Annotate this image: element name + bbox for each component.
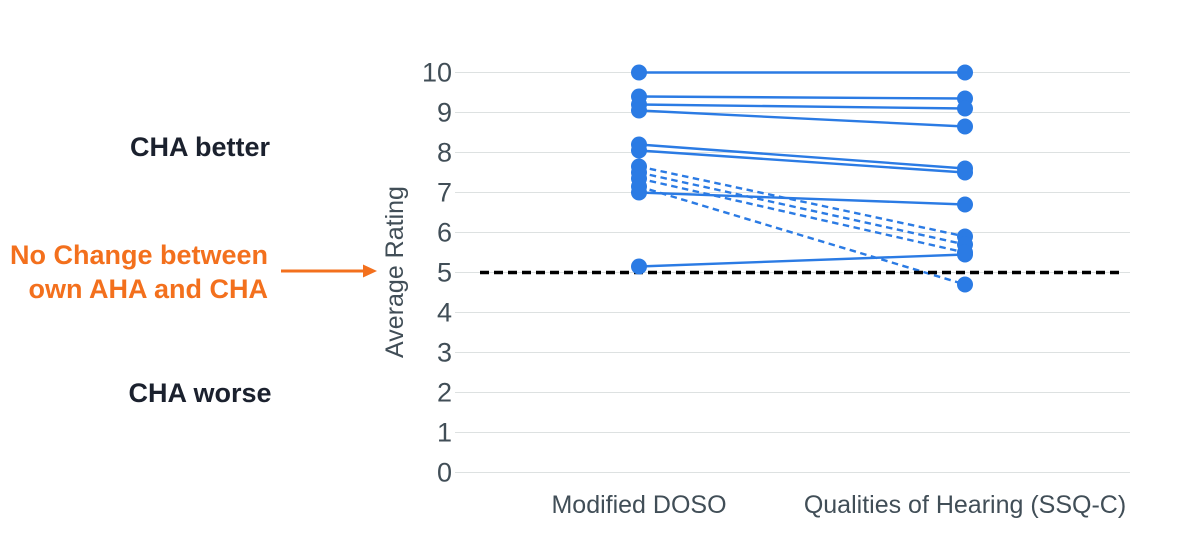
y-tick-label: 1: [437, 418, 452, 448]
data-point: [631, 64, 647, 81]
right-arrow-icon: [281, 264, 377, 278]
y-tick-label: 7: [437, 178, 452, 208]
series-line: [638, 185, 966, 286]
y-tick-label: 8: [437, 138, 452, 168]
annotation-no-change: No Change between own AHA and CHA: [0, 238, 268, 306]
x-axis-category-labels: Modified DOSO Qualities of Hearing (SSQ-C…: [551, 491, 1126, 519]
series-line: [638, 253, 966, 268]
series-line: [638, 165, 966, 238]
series-line: [638, 143, 966, 170]
data-point: [631, 102, 647, 119]
series-line: [638, 109, 966, 128]
y-tick-label: 2: [437, 378, 452, 408]
y-tick-label: 10: [422, 58, 452, 88]
y-tick-label: 5: [437, 258, 452, 288]
y-tick-label: 3: [437, 338, 452, 368]
y-axis-title: Average Rating: [381, 186, 409, 358]
y-tick-label: 9: [437, 98, 452, 128]
series-line: [638, 191, 966, 206]
data-point: [631, 258, 647, 275]
data-point: [957, 276, 973, 293]
data-point: [957, 196, 973, 213]
series-line: [638, 171, 966, 246]
annotation-cha-worse: CHA worse: [128, 378, 272, 408]
annotation-cha-better: CHA better: [129, 132, 270, 162]
series-line: [638, 177, 966, 254]
x-category-label: Qualities of Hearing (SSQ-C): [804, 491, 1126, 519]
data-point: [957, 118, 973, 135]
y-tick-label: 6: [437, 218, 452, 248]
y-tick-label: 4: [437, 298, 452, 328]
data-point: [957, 64, 973, 81]
annotation-no-change-line2: own AHA and CHA: [28, 274, 268, 304]
series-line: [638, 95, 966, 100]
data-point: [631, 142, 647, 159]
y-axis-tick-labels: 0 1 2 3 4 5 6 7 8 9 10: [422, 58, 452, 488]
data-point: [631, 178, 647, 195]
annotation-no-change-line1: No Change between: [9, 240, 268, 270]
data-points: [631, 64, 973, 293]
series-line: [638, 149, 966, 174]
data-point: [957, 244, 973, 261]
y-tick-label: 0: [437, 458, 452, 488]
series-line: [638, 103, 966, 110]
data-point: [957, 164, 973, 181]
data-point: [957, 100, 973, 117]
x-category-label: Modified DOSO: [551, 491, 726, 519]
series-lines: [638, 71, 966, 286]
